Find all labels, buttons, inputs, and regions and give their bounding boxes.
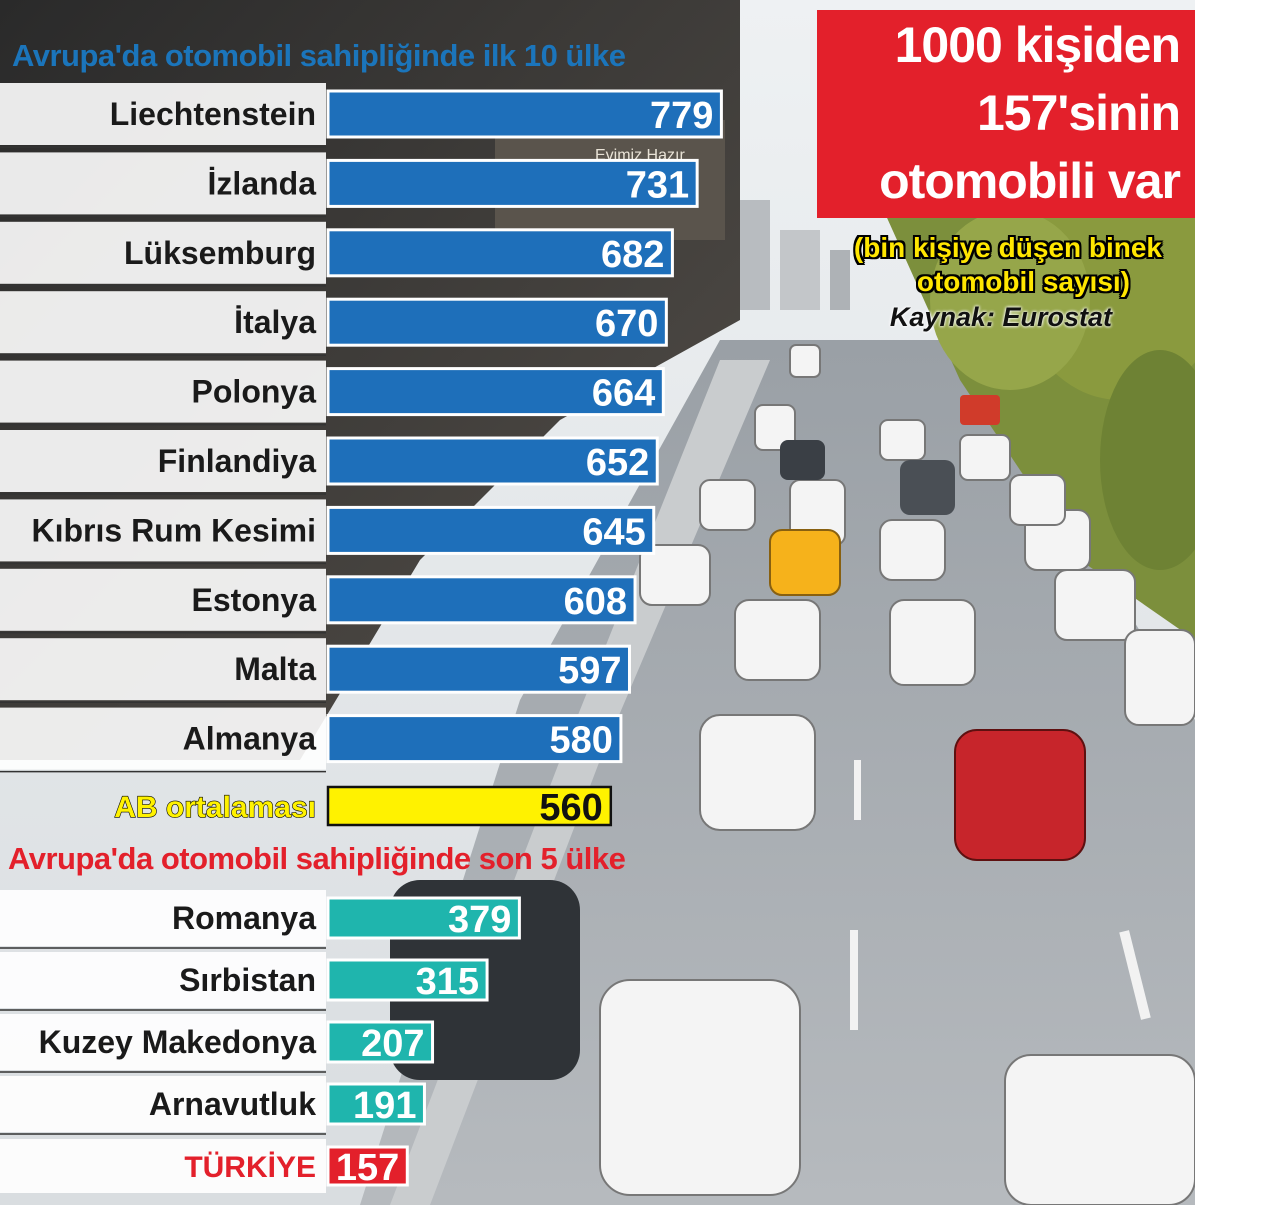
data-label: 560 xyxy=(539,787,602,829)
bar xyxy=(326,297,668,347)
data-label: 191 xyxy=(353,1085,416,1127)
bar xyxy=(326,436,659,486)
category-label: Kıbrıs Rum Kesimi xyxy=(31,512,316,548)
data-label: 670 xyxy=(595,303,658,345)
category-label-panel xyxy=(0,890,326,946)
category-label: Malta xyxy=(234,651,316,687)
bar xyxy=(326,896,521,940)
bar xyxy=(326,1082,426,1126)
source-note: Kaynak: Eurostat xyxy=(889,302,1112,332)
unit-note-line-1: (bin kişiye düşen binek xyxy=(853,232,1162,263)
bar xyxy=(326,89,723,139)
data-label: 597 xyxy=(558,650,621,692)
category-label-panel xyxy=(0,952,326,1008)
top-section-title: Avrupa'da otomobil sahipliğinde ilk 10 ü… xyxy=(12,38,626,73)
category-label: Arnavutluk xyxy=(149,1086,316,1122)
bar xyxy=(326,785,613,827)
category-label-panel xyxy=(0,360,326,423)
category-label: İzlanda xyxy=(208,165,317,201)
category-label: AB ortalaması xyxy=(114,791,316,824)
category-label: Finlandiya xyxy=(158,443,316,479)
category-label-panel xyxy=(0,83,326,145)
bar xyxy=(326,575,637,625)
category-label-panel xyxy=(0,568,326,631)
data-label: 315 xyxy=(416,961,479,1003)
category-label-panel xyxy=(0,221,326,284)
bar xyxy=(326,644,631,694)
category-label: Sırbistan xyxy=(179,962,316,998)
bar xyxy=(326,228,674,278)
bottom-section-title: Avrupa'da otomobil sahipliğinde son 5 ül… xyxy=(8,841,626,876)
data-label: 207 xyxy=(361,1023,424,1065)
data-label: 664 xyxy=(592,373,655,415)
headline-line-2: 157'sinin xyxy=(977,85,1181,141)
bar xyxy=(326,1020,435,1064)
category-label: Estonya xyxy=(192,582,317,618)
data-label: 652 xyxy=(586,442,649,484)
category-label-panel xyxy=(0,430,326,492)
category-label: İtalya xyxy=(234,304,316,340)
headline-line-3: otomobili var xyxy=(879,153,1181,209)
category-label-panel xyxy=(0,291,326,354)
bar xyxy=(326,1145,409,1187)
bar xyxy=(326,958,489,1002)
category-label-panel xyxy=(0,1076,326,1132)
data-label: 379 xyxy=(448,899,511,941)
bar xyxy=(326,367,665,417)
data-label: 608 xyxy=(564,581,627,623)
category-label: Almanya xyxy=(183,721,317,757)
category-label-panel xyxy=(0,638,326,701)
category-label: Romanya xyxy=(172,900,316,936)
data-label: 580 xyxy=(549,720,612,762)
unit-note-line-2: otomobil sayısı) xyxy=(916,266,1130,297)
data-label: 645 xyxy=(582,511,645,553)
data-label: 779 xyxy=(650,95,713,137)
category-label-panel xyxy=(0,1014,326,1070)
data-label: 682 xyxy=(601,234,664,276)
bar xyxy=(326,505,656,555)
bar xyxy=(326,158,699,208)
category-label-panel xyxy=(0,152,326,215)
data-label: 731 xyxy=(626,164,689,206)
data-label: 157 xyxy=(336,1147,399,1189)
category-label-panel xyxy=(0,707,326,770)
category-label: Kuzey Makedonya xyxy=(39,1024,317,1060)
category-label: Lüksemburg xyxy=(124,235,316,271)
category-label: TÜRKİYE xyxy=(184,1151,316,1184)
category-label-panel xyxy=(0,499,326,562)
category-label: Polonya xyxy=(192,374,317,410)
category-label-panel xyxy=(0,1139,326,1193)
headline-box xyxy=(817,10,1195,218)
bar xyxy=(326,714,623,764)
headline-line-1: 1000 kişiden xyxy=(894,17,1181,73)
category-label: Liechtenstein xyxy=(110,96,316,132)
